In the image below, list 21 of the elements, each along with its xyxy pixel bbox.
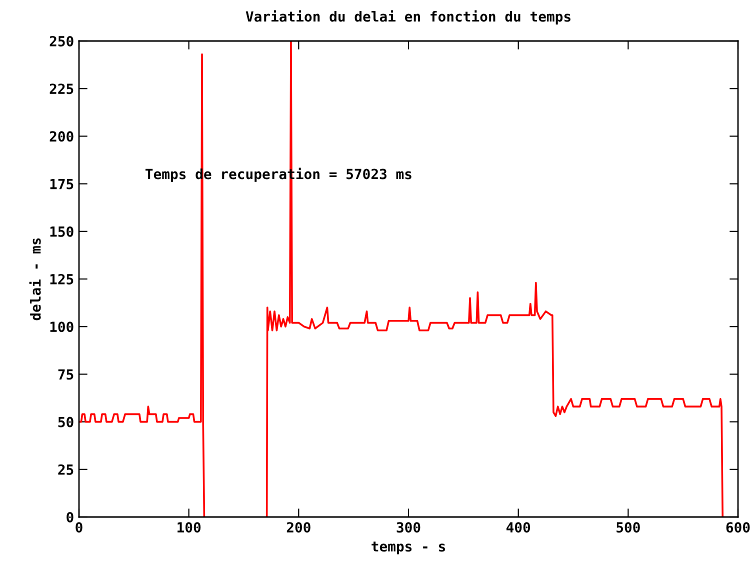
- y-tick-label: 0: [66, 512, 74, 522]
- y-tick-label: 75: [58, 369, 74, 380]
- x-tick-label: 300: [396, 522, 420, 533]
- chart-title: Variation du delai en fonction du temps: [246, 10, 570, 24]
- y-tick-label: 100: [50, 322, 74, 332]
- y-tick-label: 225: [50, 84, 74, 94]
- y-tick-label: 250: [50, 36, 74, 46]
- y-axis-title: delai - ms: [29, 238, 41, 320]
- x-tick-label: 400: [506, 522, 530, 533]
- y-tick-label: 25: [58, 464, 74, 475]
- x-axis-title: temps - s: [372, 542, 446, 554]
- y-tick-label: 150: [50, 226, 74, 237]
- y-tick-label: 200: [50, 131, 74, 142]
- x-tick-label: 0: [76, 522, 82, 533]
- x-tick-label: 600: [726, 522, 750, 533]
- y-tick-label: 125: [50, 274, 74, 284]
- x-tick-label: 500: [616, 522, 640, 533]
- y-tick-label: 50: [58, 416, 74, 428]
- x-tick-label: 100: [178, 522, 201, 533]
- x-tick-label: 200: [286, 522, 310, 533]
- y-tick-label: 175: [50, 178, 74, 190]
